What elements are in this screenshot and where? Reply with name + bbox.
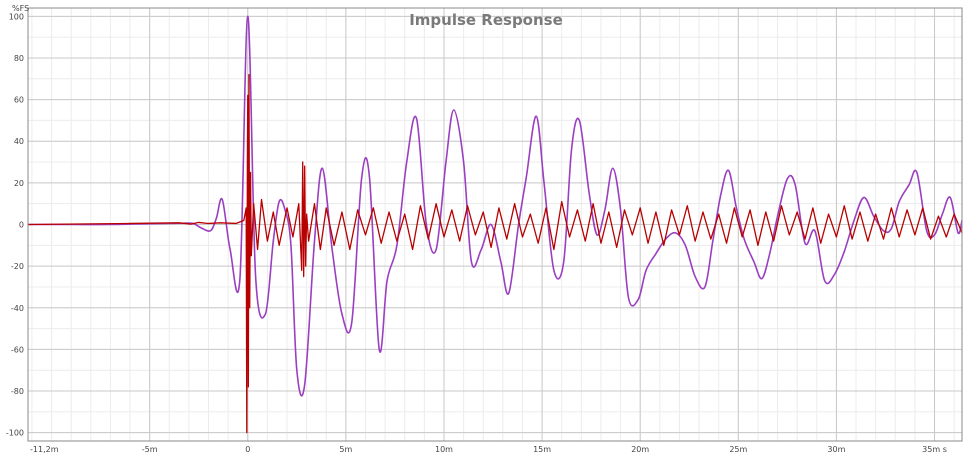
y-tick-label: 60 — [14, 96, 24, 105]
y-tick-label: -40 — [11, 304, 24, 313]
x-tick-label: 25m — [729, 445, 747, 454]
y-tick-label: -20 — [11, 262, 24, 271]
y-tick-label: -100 — [6, 429, 24, 438]
y-tick-label: 40 — [14, 137, 24, 146]
x-tick-label: 0 — [245, 445, 250, 454]
x-tick-label: 10m — [435, 445, 453, 454]
y-tick-label: 20 — [14, 179, 24, 188]
x-tick-label: 15m — [533, 445, 551, 454]
x-tick-label: 30m — [827, 445, 845, 454]
labels: Impulse Response %FS -11,2m -5m 0 5m 10m 15m 2… — [6, 4, 947, 454]
x-tick-label: 20m — [631, 445, 649, 454]
y-tick-label: -60 — [11, 345, 24, 354]
series-line-red — [27, 73, 963, 434]
x-tick-label: 5m — [339, 445, 352, 454]
axes — [27, 7, 963, 442]
plot-frame — [27, 7, 963, 442]
series-layer — [27, 15, 963, 434]
chart-title: Impulse Response — [409, 11, 563, 29]
y-tick-label: 100 — [9, 12, 24, 21]
x-tick-label: 35m s — [922, 445, 947, 454]
y-tick-label: 80 — [14, 54, 24, 63]
y-tick-label: 0 — [19, 221, 24, 230]
x-tick-label: -5m — [142, 445, 158, 454]
x-tick-label: -11,2m — [30, 445, 59, 454]
y-axis-label: %FS — [12, 4, 29, 13]
series-line-purple — [28, 15, 963, 397]
y-tick-label: -80 — [11, 387, 24, 396]
